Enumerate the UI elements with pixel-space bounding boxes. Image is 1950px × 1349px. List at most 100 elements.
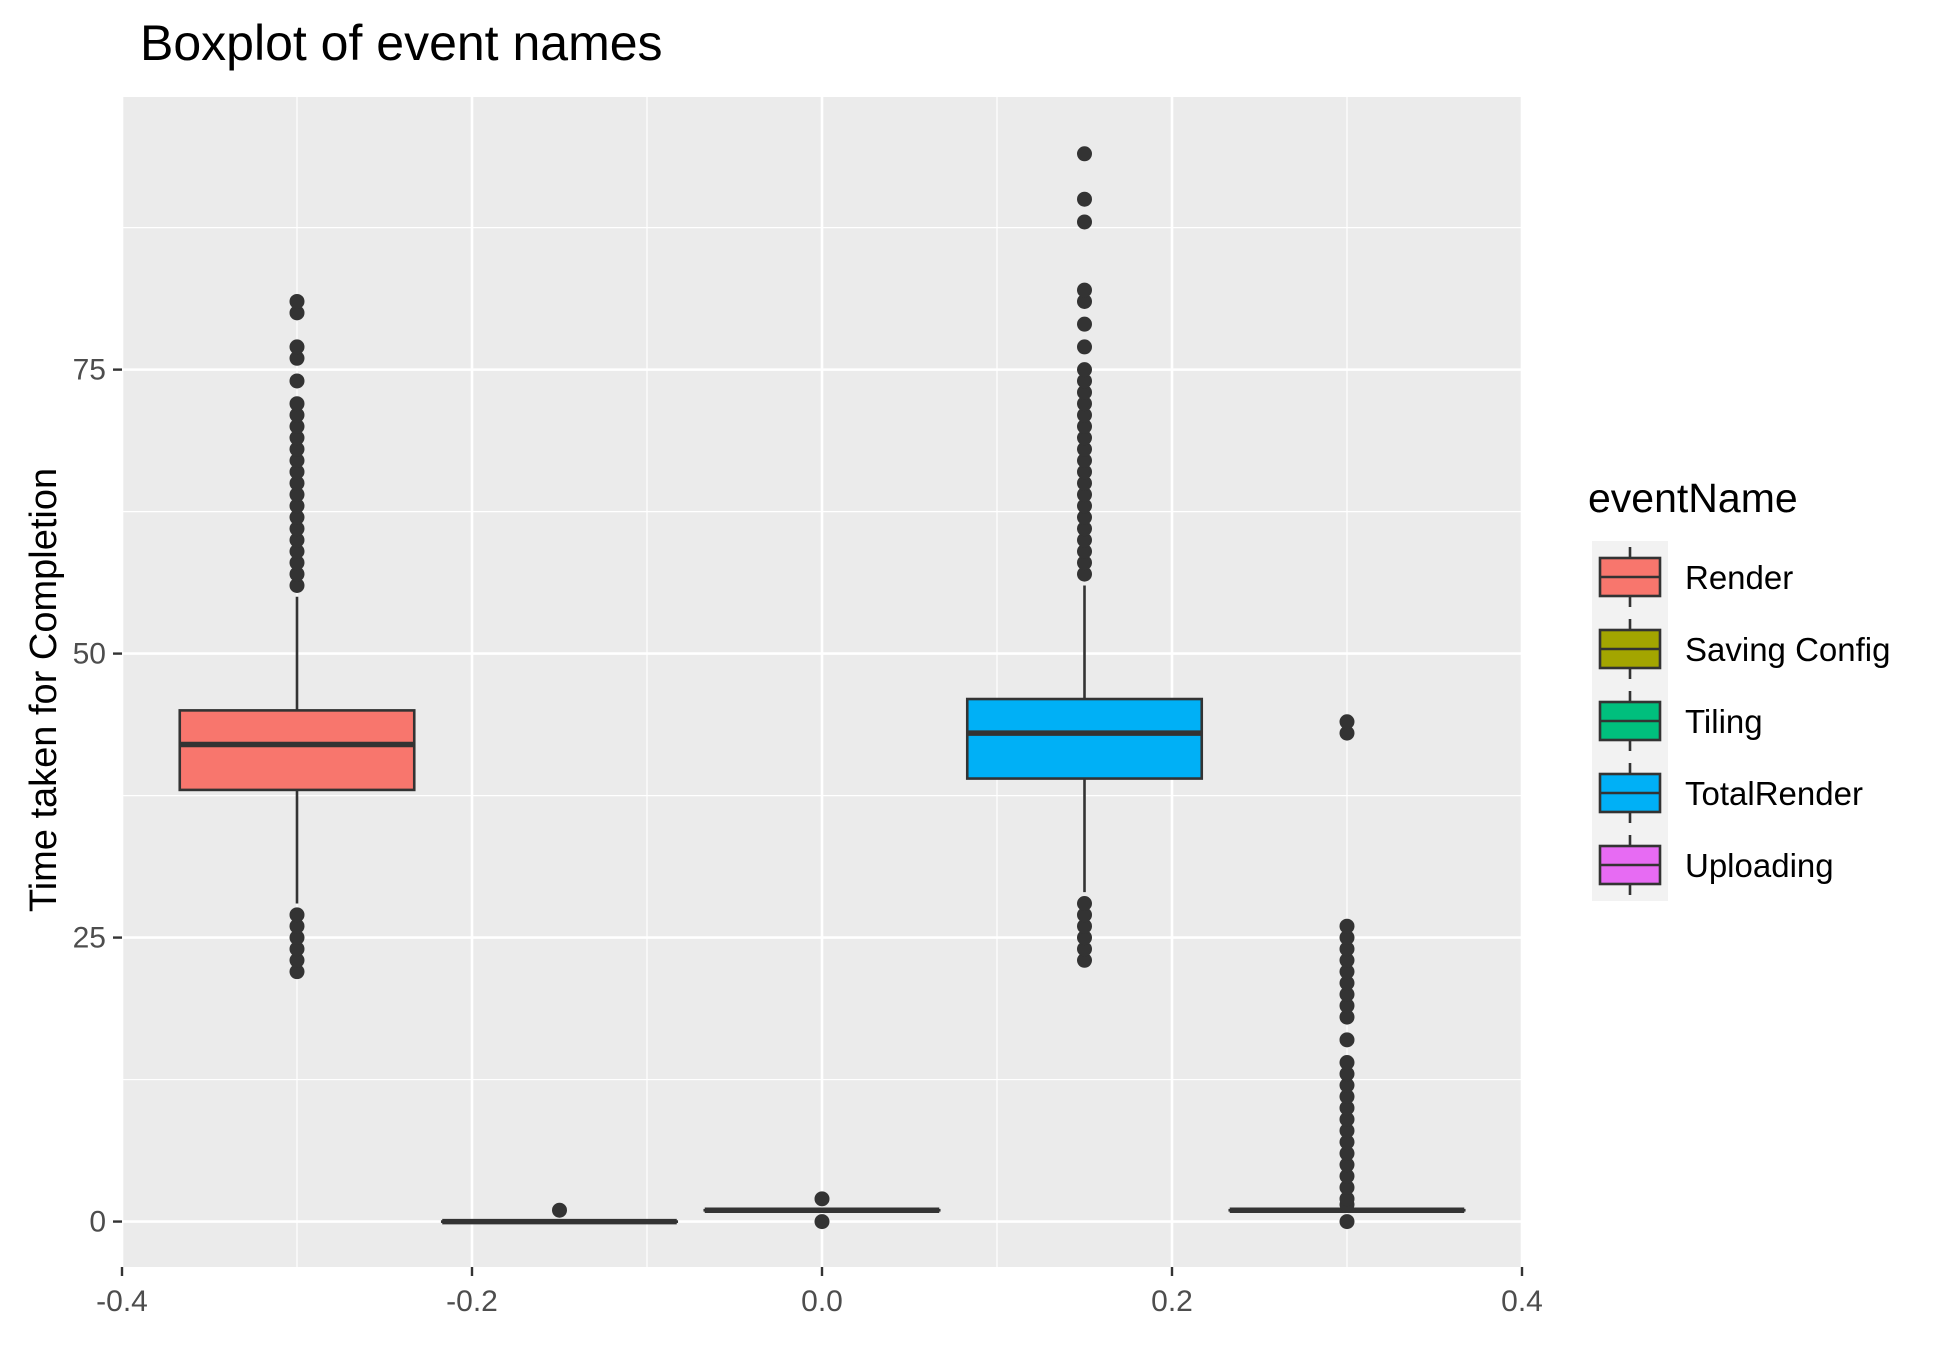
outlier-point bbox=[1339, 1134, 1355, 1150]
outlier-point bbox=[1077, 521, 1092, 537]
outlier-point bbox=[289, 441, 305, 457]
outlier-point bbox=[1077, 362, 1092, 378]
outlier-point bbox=[1077, 452, 1092, 468]
outlier-point bbox=[289, 555, 305, 571]
outlier-point bbox=[1339, 1157, 1355, 1173]
outlier-point bbox=[289, 509, 305, 525]
outlier-point bbox=[1077, 487, 1092, 503]
outlier-point bbox=[1077, 214, 1092, 230]
outlier-point bbox=[1077, 532, 1092, 548]
legend-label: TotalRender bbox=[1685, 775, 1863, 812]
outlier-point bbox=[1339, 714, 1355, 730]
outlier-point bbox=[289, 418, 305, 434]
outlier-point bbox=[1339, 998, 1355, 1014]
outlier-point bbox=[1339, 1191, 1355, 1207]
outlier-point bbox=[1339, 1055, 1355, 1071]
outlier-point bbox=[1339, 1179, 1355, 1195]
outlier-point bbox=[814, 1214, 830, 1230]
box-uploading bbox=[1228, 714, 1466, 1230]
x-tick-label: -0.2 bbox=[446, 1285, 498, 1318]
legend-label: Render bbox=[1685, 559, 1793, 596]
x-tick-label: 0.0 bbox=[801, 1285, 843, 1318]
outlier-point bbox=[1339, 1066, 1355, 1082]
outlier-point bbox=[1339, 952, 1355, 968]
y-axis-label: Time taken for Completion bbox=[23, 468, 65, 912]
outlier-point bbox=[289, 532, 305, 548]
outlier-point bbox=[1339, 964, 1355, 980]
chart-title: Boxplot of event names bbox=[140, 15, 663, 71]
outlier-point bbox=[1339, 1009, 1355, 1025]
outlier-point bbox=[1077, 282, 1092, 298]
legend-item-tiling: Tiling bbox=[1598, 691, 1763, 751]
outlier-point bbox=[289, 952, 305, 968]
outlier-point bbox=[1077, 464, 1092, 480]
box-render bbox=[178, 293, 416, 980]
outlier-point bbox=[289, 543, 305, 559]
outlier-point bbox=[1077, 373, 1092, 389]
y-tick-label: 0 bbox=[89, 1206, 106, 1239]
outlier-point bbox=[1077, 316, 1092, 332]
outlier-point bbox=[289, 339, 305, 355]
outlier-point bbox=[289, 930, 305, 946]
outlier-point bbox=[1077, 543, 1092, 559]
outlier-point bbox=[289, 373, 305, 389]
outlier-point bbox=[1339, 941, 1355, 957]
outlier-point bbox=[289, 452, 305, 468]
outlier-point bbox=[1077, 441, 1092, 457]
x-tick-label: -0.4 bbox=[96, 1285, 148, 1318]
outlier-point bbox=[289, 407, 305, 423]
outlier-point bbox=[1077, 475, 1092, 491]
outlier-point bbox=[289, 305, 305, 321]
legend-item-uploading: Uploading bbox=[1598, 835, 1834, 895]
y-tick-label: 50 bbox=[73, 638, 106, 671]
outlier-point bbox=[1339, 986, 1355, 1002]
outlier-point bbox=[1339, 1145, 1355, 1161]
box-tiling bbox=[703, 1191, 941, 1230]
outlier-point bbox=[1077, 555, 1092, 571]
outlier-point bbox=[289, 487, 305, 503]
outlier-point bbox=[289, 941, 305, 957]
outlier-point bbox=[1077, 498, 1092, 514]
legend-item-render: Render bbox=[1598, 547, 1793, 607]
outlier-point bbox=[289, 577, 305, 593]
outlier-point bbox=[1339, 1032, 1355, 1048]
y-tick-label: 25 bbox=[73, 922, 106, 955]
outlier-point bbox=[289, 907, 305, 923]
x-tick-label: 0.2 bbox=[1151, 1285, 1193, 1318]
legend-label: Tiling bbox=[1685, 703, 1763, 740]
outlier-point bbox=[289, 396, 305, 412]
box-totalrender bbox=[965, 146, 1204, 968]
outlier-point bbox=[1339, 975, 1355, 991]
legend-item-totalrender: TotalRender bbox=[1598, 763, 1863, 823]
boxes bbox=[178, 146, 1466, 1230]
outlier-point bbox=[814, 1191, 830, 1207]
outlier-point bbox=[289, 521, 305, 537]
outlier-point bbox=[1077, 418, 1092, 434]
outlier-point bbox=[1077, 191, 1092, 207]
outlier-point bbox=[1077, 146, 1092, 162]
outlier-point bbox=[1077, 384, 1092, 400]
legend-title: eventName bbox=[1588, 475, 1798, 521]
outlier-point bbox=[1339, 725, 1355, 741]
outlier-point bbox=[289, 964, 305, 980]
legend-label: Saving Config bbox=[1685, 631, 1890, 668]
outlier-point bbox=[289, 566, 305, 582]
x-tick-label: 0.4 bbox=[1501, 1285, 1543, 1318]
outlier-point bbox=[1339, 1111, 1355, 1127]
outlier-point bbox=[1339, 918, 1355, 934]
outlier-point bbox=[289, 350, 305, 366]
outlier-point bbox=[1339, 1123, 1355, 1139]
box-body bbox=[965, 697, 1204, 780]
outlier-point bbox=[1077, 407, 1092, 423]
outlier-point bbox=[1077, 566, 1092, 582]
outlier-point bbox=[1077, 941, 1092, 957]
outlier-point bbox=[1339, 1077, 1355, 1093]
box-saving-config bbox=[440, 1202, 679, 1225]
outlier-point bbox=[1077, 930, 1092, 946]
legend: eventName Render Saving Config Tiling Total… bbox=[1588, 475, 1890, 901]
y-tick-label: 75 bbox=[73, 354, 106, 387]
outlier-point bbox=[1077, 293, 1092, 309]
box-body bbox=[178, 709, 416, 792]
axes: -0.4 -0.2 0.0 0.2 0.4 0 25 50 75 bbox=[73, 354, 1543, 1318]
outlier-point bbox=[1339, 1214, 1355, 1230]
